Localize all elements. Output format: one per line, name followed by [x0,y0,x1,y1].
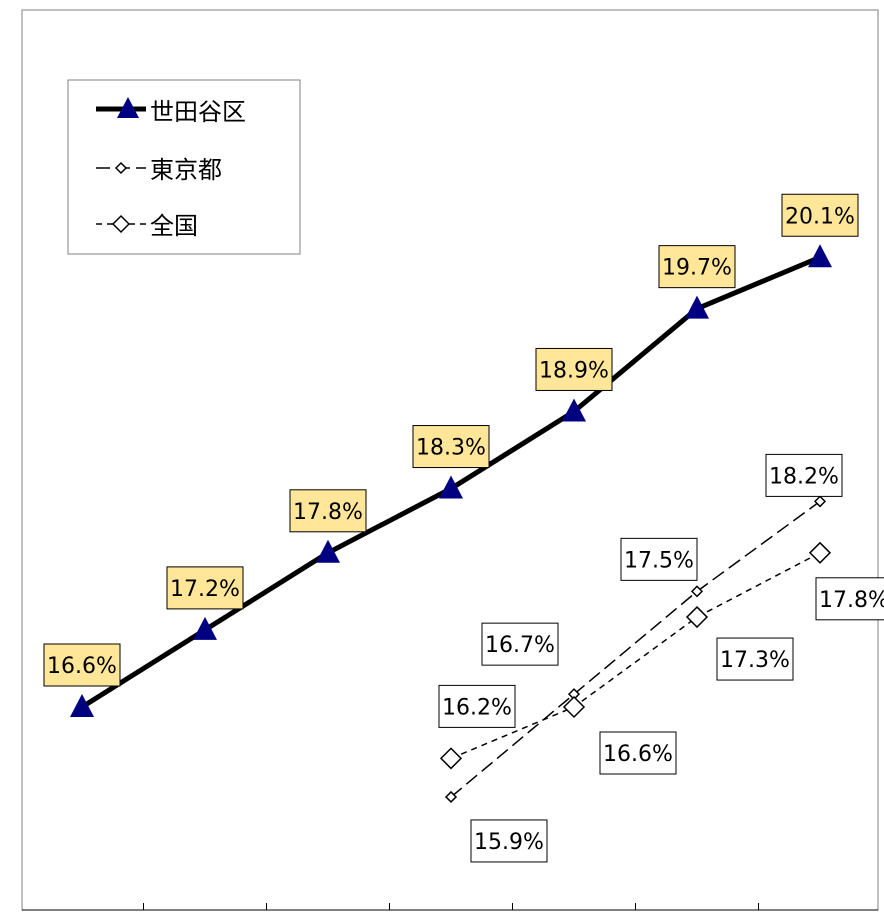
data-point-marker [444,790,458,804]
legend-label-national: 全国 [150,212,198,240]
series-layer [70,244,832,804]
data-label: 16.2% [442,695,512,720]
legend-marker-national [111,214,131,234]
data-label-box [289,489,367,533]
data-labels-layer: 16.6% 17.2% 17.8% 18.3% 18.9% 19.7% 20.1% 15.9%… [43,193,884,863]
data-point-marker [685,295,709,319]
data-label-box [599,731,677,775]
data-label: 20.1% [785,204,855,229]
data-label: 17.3% [720,648,790,673]
data-point-marker [690,585,704,598]
data-label: 17.8% [819,588,884,613]
series-line-2 [450,552,821,760]
data-label: 16.6% [603,742,673,767]
data-label: 18.3% [416,436,486,461]
data-label: 17.5% [624,548,694,573]
data-point-marker [808,244,832,268]
data-point-marker [193,616,217,640]
data-label: 18.9% [539,358,609,383]
legend-label-setagaya: 世田谷区 [150,98,246,126]
data-label: 17.8% [293,500,363,525]
data-point-marker [439,475,463,499]
data-label: 15.9% [474,830,544,855]
data-label-box [716,637,794,681]
data-label-box [781,193,859,237]
data-point-marker [562,398,586,422]
data-label: 16.6% [47,654,117,679]
data-point-marker [808,541,832,564]
data-label-box [481,622,559,666]
data-label-box [412,425,490,469]
legend-marker-tokyo [114,161,128,175]
data-label-box [815,577,884,621]
legend-label-tokyo: 東京都 [150,156,222,184]
data-point-marker [813,495,827,508]
data-label-box [43,643,121,687]
x-axis-ticks [143,903,759,910]
data-point-marker [685,605,709,629]
series-line-1 [450,500,821,798]
data-point-marker [70,694,94,717]
data-label: 19.7% [662,256,732,281]
data-label-box [620,537,698,581]
data-label: 18.2% [769,464,839,489]
data-label-box [438,684,516,728]
data-label-box [470,819,548,863]
legend: 世田谷区 東京都 全国 [67,79,301,255]
data-point-marker [439,747,463,770]
legend-marker-setagaya [117,97,139,118]
data-point-marker [316,539,340,563]
data-label-box [166,566,244,610]
data-label-box [535,347,613,391]
data-point-marker [562,695,586,719]
data-label-box [658,245,736,289]
data-label-box [765,453,843,497]
data-label: 17.2% [170,577,240,602]
data-label: 16.7% [485,633,555,658]
